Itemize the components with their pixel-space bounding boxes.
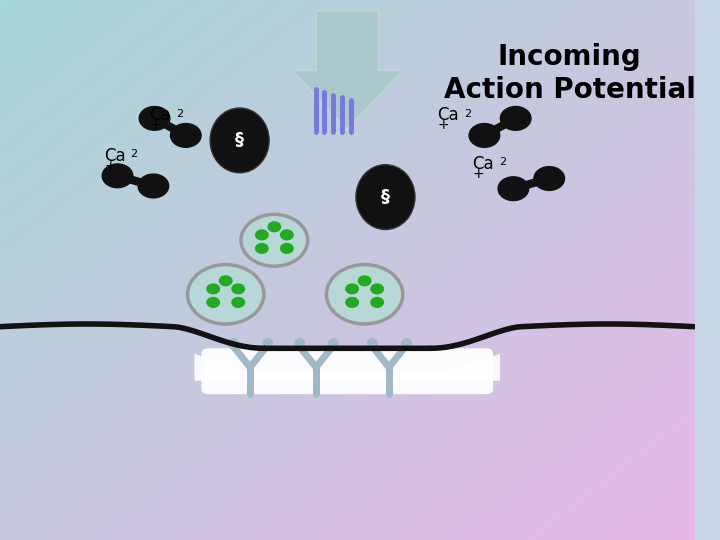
Circle shape: [207, 298, 220, 307]
Circle shape: [138, 174, 168, 198]
Circle shape: [187, 265, 264, 324]
Circle shape: [241, 214, 307, 266]
Text: +: +: [149, 118, 161, 132]
Circle shape: [232, 284, 245, 294]
Circle shape: [232, 298, 245, 307]
Circle shape: [256, 244, 268, 253]
Circle shape: [281, 230, 293, 240]
Circle shape: [469, 124, 500, 147]
Text: Ca: Ca: [149, 106, 171, 124]
Circle shape: [139, 106, 170, 130]
Text: §: §: [381, 188, 390, 206]
Circle shape: [371, 284, 383, 294]
Circle shape: [268, 222, 281, 232]
Circle shape: [346, 284, 359, 294]
Circle shape: [346, 298, 359, 307]
Text: Ca: Ca: [438, 106, 459, 124]
Circle shape: [371, 298, 383, 307]
Text: 2: 2: [130, 149, 138, 159]
Ellipse shape: [210, 108, 269, 173]
Text: Ca: Ca: [472, 155, 494, 173]
FancyBboxPatch shape: [202, 348, 493, 394]
Circle shape: [359, 276, 371, 286]
Ellipse shape: [356, 165, 415, 230]
Text: 2: 2: [176, 109, 183, 119]
Text: +: +: [472, 167, 484, 181]
Text: +: +: [104, 159, 116, 173]
Circle shape: [281, 244, 293, 253]
Text: 2: 2: [499, 157, 505, 167]
Circle shape: [326, 265, 402, 324]
Polygon shape: [194, 354, 500, 381]
Circle shape: [171, 124, 201, 147]
Circle shape: [500, 106, 531, 130]
Circle shape: [534, 167, 564, 191]
Circle shape: [256, 230, 268, 240]
Circle shape: [220, 276, 232, 286]
Circle shape: [102, 164, 132, 188]
Text: +: +: [438, 118, 449, 132]
Text: §: §: [235, 131, 244, 150]
Text: Incoming
Action Potential: Incoming Action Potential: [444, 43, 696, 104]
Text: 2: 2: [464, 109, 471, 119]
Text: Ca: Ca: [104, 147, 126, 165]
Circle shape: [207, 284, 220, 294]
Circle shape: [498, 177, 528, 200]
Polygon shape: [292, 11, 402, 130]
